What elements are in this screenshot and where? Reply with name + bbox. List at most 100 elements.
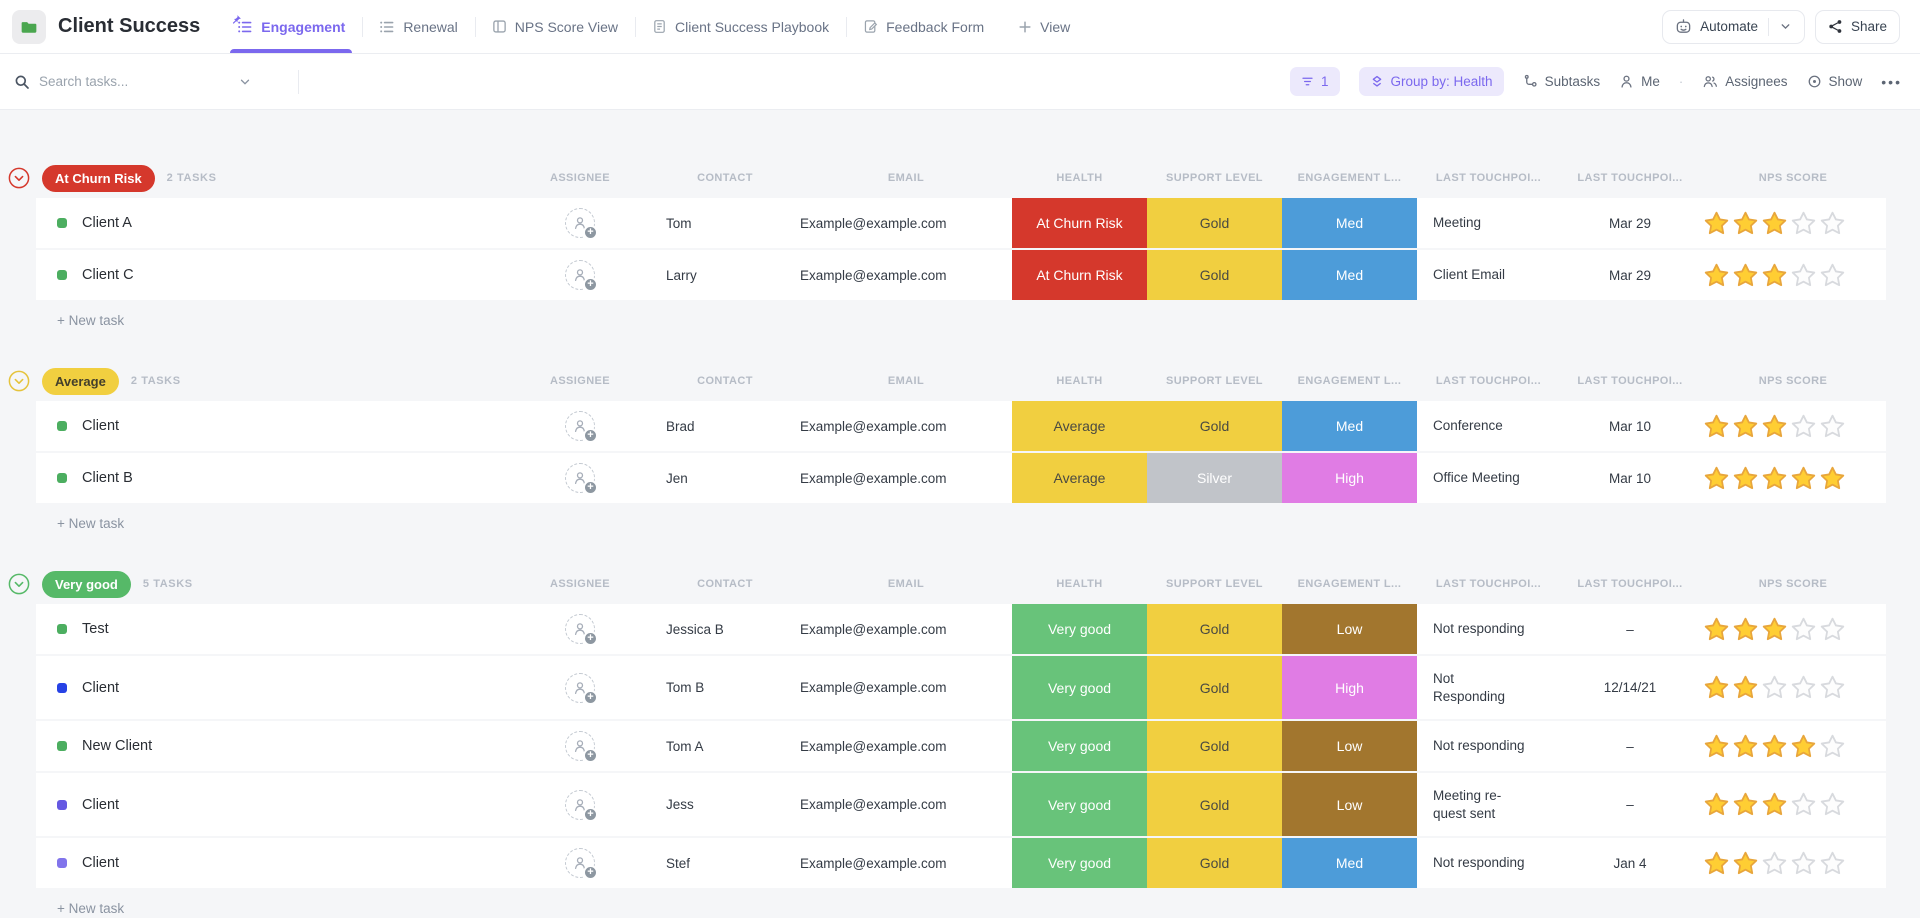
assignee-cell[interactable]: + [510, 401, 650, 451]
task-row[interactable]: Client B + Jen Example@example.com Avera… [36, 453, 1886, 505]
star-empty-icon[interactable] [1819, 733, 1846, 760]
add-assignee-icon[interactable]: + [565, 731, 598, 764]
email-value[interactable]: Example@example.com [800, 680, 947, 696]
star-filled-icon[interactable] [1761, 791, 1788, 818]
star-empty-icon[interactable] [1790, 850, 1817, 877]
task-name[interactable]: Client [82, 855, 120, 872]
column-header-contact[interactable]: CONTACT [697, 375, 753, 387]
column-header-support-level[interactable]: SUPPORT LEVEL [1166, 172, 1263, 184]
column-header-health[interactable]: HEALTH [1056, 578, 1103, 590]
task-name[interactable]: Test [82, 621, 109, 637]
last-touchpoint-type[interactable]: Meeting re- quest sent [1433, 788, 1502, 821]
task-row[interactable]: Client + Jess Example@example.com Very g… [36, 773, 1886, 839]
health-cell[interactable]: Very good [1012, 604, 1147, 654]
search-chevron-down-icon[interactable] [238, 75, 252, 89]
tab-client-success-playbook[interactable]: Client Success Playbook [635, 0, 846, 53]
column-header-engagement-l[interactable]: ENGAGEMENT L... [1297, 172, 1402, 184]
add-assignee-icon[interactable]: + [565, 672, 598, 705]
engagement-level-cell[interactable]: Low [1282, 721, 1417, 772]
task-row[interactable]: Client + Brad Example@example.com Averag… [36, 401, 1886, 453]
star-filled-icon[interactable] [1761, 733, 1788, 760]
star-filled-icon[interactable] [1703, 674, 1730, 701]
health-cell[interactable]: Very good [1012, 773, 1147, 837]
column-header-assignee[interactable]: ASSIGNEE [549, 172, 611, 184]
column-header-nps-score[interactable]: NPS SCORE [1758, 172, 1828, 184]
column-header-last-touchpoi[interactable]: LAST TOUCHPOI... [1577, 578, 1683, 590]
nps-score-stars[interactable] [1700, 198, 1886, 248]
support-level-cell[interactable]: Silver [1147, 453, 1282, 503]
health-cell[interactable]: Average [1012, 401, 1147, 451]
column-header-nps-score[interactable]: NPS SCORE [1758, 375, 1828, 387]
more-options-button[interactable]: ••• [1881, 73, 1902, 90]
column-header-last-touchpoi[interactable]: LAST TOUCHPOI... [1435, 578, 1542, 590]
star-filled-icon[interactable] [1703, 210, 1730, 237]
star-filled-icon[interactable] [1732, 616, 1759, 643]
task-name[interactable]: New Client [82, 738, 153, 755]
assignee-cell[interactable]: + [510, 721, 650, 771]
search-box[interactable] [14, 74, 284, 90]
star-empty-icon[interactable] [1819, 262, 1846, 289]
task-name[interactable]: Client C [82, 267, 134, 283]
star-filled-icon[interactable] [1703, 465, 1730, 492]
add-assignee-icon[interactable]: + [565, 208, 598, 240]
star-empty-icon[interactable] [1790, 674, 1817, 701]
contact-value[interactable]: Jess [666, 797, 694, 813]
task-name[interactable]: Client A [82, 215, 132, 231]
last-touchpoint-date[interactable]: – [1626, 738, 1634, 754]
star-filled-icon[interactable] [1732, 413, 1759, 440]
add-assignee-icon[interactable]: + [565, 411, 598, 443]
last-touchpoint-date[interactable]: 12/14/21 [1603, 680, 1657, 696]
star-filled-icon[interactable] [1732, 465, 1759, 492]
nps-score-stars[interactable] [1700, 401, 1886, 451]
email-value[interactable]: Example@example.com [800, 418, 947, 434]
add-view-button[interactable]: View [1001, 0, 1087, 53]
engagement-level-cell[interactable]: Low [1282, 773, 1417, 837]
support-level-cell[interactable]: Gold [1147, 401, 1282, 451]
support-level-cell[interactable]: Gold [1147, 198, 1282, 248]
task-row[interactable]: Test + Jessica B Example@example.com Ver… [36, 604, 1886, 656]
assignee-cell[interactable]: + [510, 773, 650, 836]
star-empty-icon[interactable] [1790, 616, 1817, 643]
add-assignee-icon[interactable]: + [565, 848, 598, 881]
star-filled-icon[interactable] [1732, 733, 1759, 760]
engagement-level-cell[interactable]: Med [1282, 401, 1417, 451]
last-touchpoint-date[interactable]: Mar 10 [1608, 470, 1652, 486]
task-status-dot[interactable] [57, 270, 67, 280]
automate-button[interactable]: Automate [1662, 9, 1805, 44]
email-value[interactable]: Example@example.com [800, 621, 947, 637]
star-empty-icon[interactable] [1790, 262, 1817, 289]
column-header-last-touchpoi[interactable]: LAST TOUCHPOI... [1577, 375, 1683, 387]
chevron-down-icon[interactable] [1779, 20, 1792, 33]
last-touchpoint-date[interactable]: Jan 4 [1613, 855, 1647, 871]
collapse-group-icon[interactable] [8, 167, 30, 189]
last-touchpoint-type[interactable]: Not Responding [1433, 671, 1506, 704]
engagement-level-cell[interactable]: Med [1282, 250, 1417, 300]
star-filled-icon[interactable] [1732, 791, 1759, 818]
star-empty-icon[interactable] [1819, 674, 1846, 701]
last-touchpoint-type[interactable]: Not responding [1433, 855, 1525, 871]
collapse-group-icon[interactable] [8, 370, 30, 392]
tab-nps-score-view[interactable]: NPS Score View [474, 0, 635, 53]
star-empty-icon[interactable] [1819, 413, 1846, 440]
assignees-button[interactable]: Assignees [1702, 74, 1788, 89]
star-empty-icon[interactable] [1819, 791, 1846, 818]
filter-count-pill[interactable]: 1 [1289, 67, 1340, 96]
email-value[interactable]: Example@example.com [800, 738, 947, 754]
star-filled-icon[interactable] [1761, 616, 1788, 643]
last-touchpoint-type[interactable]: Not responding [1433, 738, 1525, 754]
assignee-cell[interactable]: + [510, 453, 650, 503]
new-task-button[interactable]: + New task [57, 313, 125, 328]
task-row[interactable]: Client + Stef Example@example.com Very g… [36, 838, 1886, 891]
star-filled-icon[interactable] [1732, 850, 1759, 877]
search-input[interactable] [39, 74, 229, 89]
task-status-dot[interactable] [57, 858, 67, 869]
column-header-support-level[interactable]: SUPPORT LEVEL [1166, 375, 1263, 387]
support-level-cell[interactable]: Gold [1147, 838, 1282, 889]
engagement-level-cell[interactable]: High [1282, 453, 1417, 503]
task-status-dot[interactable] [57, 624, 67, 634]
support-level-cell[interactable]: Gold [1147, 604, 1282, 654]
nps-score-stars[interactable] [1700, 773, 1886, 836]
engagement-level-cell[interactable]: Med [1282, 838, 1417, 889]
task-status-dot[interactable] [57, 421, 67, 431]
column-header-last-touchpoi[interactable]: LAST TOUCHPOI... [1577, 172, 1683, 184]
